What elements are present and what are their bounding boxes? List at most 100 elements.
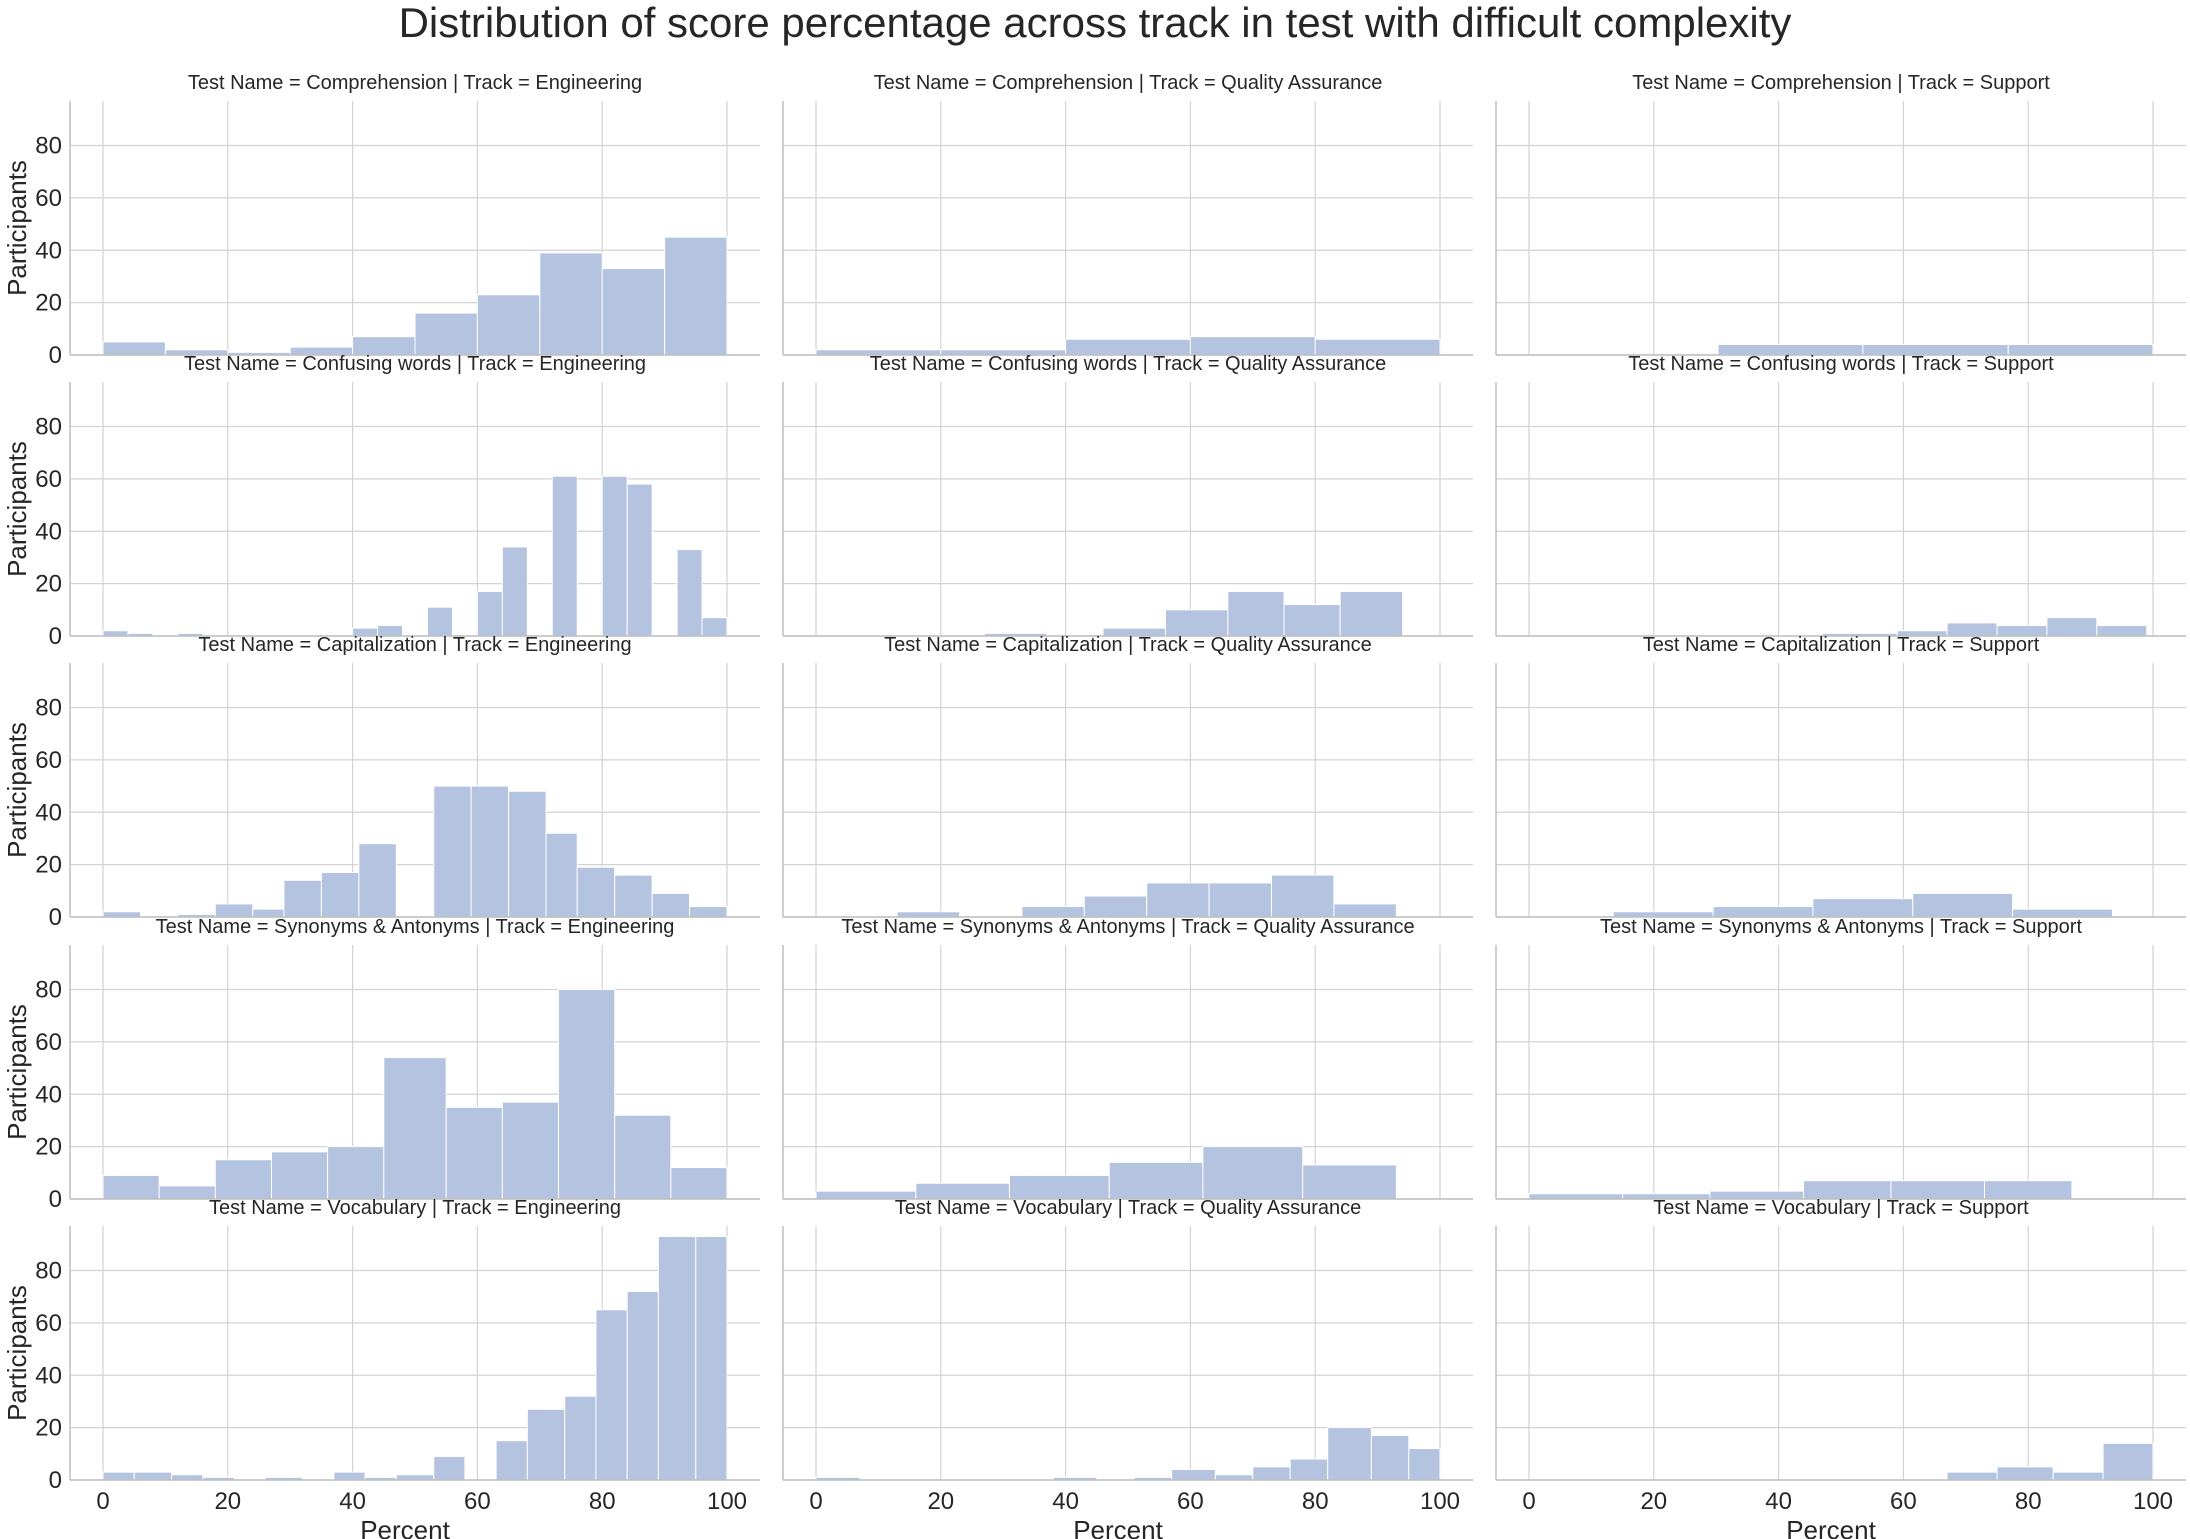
panel-title: Test Name = Vocabulary | Track = Enginee… xyxy=(209,1197,621,1219)
x-tick-label: 100 xyxy=(1420,1488,1460,1515)
histogram-bar xyxy=(1202,1146,1304,1200)
panel-title: Test Name = Comprehension | Track = Supp… xyxy=(1632,72,2050,94)
y-tick-label: 20 xyxy=(35,571,62,598)
histogram-bar xyxy=(1214,1474,1254,1481)
facet-panel: Test Name = Capitalization | Track = Sup… xyxy=(1495,634,2186,918)
histogram-bar xyxy=(545,832,578,918)
histogram-bar xyxy=(102,1174,160,1200)
histogram-bar xyxy=(270,1151,329,1200)
y-axis-label: Participants xyxy=(2,1004,32,1140)
y-tick-label: 0 xyxy=(49,1467,62,1494)
histogram-bar xyxy=(558,989,616,1200)
histogram-bar xyxy=(476,590,503,637)
y-tick-label: 80 xyxy=(35,1258,62,1285)
y-tick-label: 0 xyxy=(49,1186,62,1213)
y-tick-label: 20 xyxy=(35,1415,62,1442)
facet-panel: Test Name = Comprehension | Track = Engi… xyxy=(2,72,760,369)
chart-title: Distribution of score percentage across … xyxy=(398,0,1792,46)
facet-panel: Test Name = Synonyms & Antonyms | Track … xyxy=(1495,916,2186,1200)
histogram-bar xyxy=(320,871,360,918)
x-tick-label: 40 xyxy=(1052,1488,1079,1515)
panel-title: Test Name = Synonyms & Antonyms | Track … xyxy=(841,916,1414,938)
histogram-bar xyxy=(158,1185,216,1200)
y-tick-label: 40 xyxy=(35,799,62,826)
x-tick-label: 40 xyxy=(339,1488,366,1515)
y-tick-label: 0 xyxy=(49,342,62,369)
histogram-bar xyxy=(414,312,478,356)
histogram-bar xyxy=(614,874,653,918)
histogram-bar xyxy=(1812,898,1914,918)
histogram-bar xyxy=(551,475,578,637)
histogram-bar xyxy=(1171,1469,1216,1481)
y-tick-label: 0 xyxy=(49,623,62,650)
histogram-bar xyxy=(1912,892,2014,918)
histogram-bar xyxy=(433,785,472,918)
facet-panel: Test Name = Synonyms & Antonyms | Track … xyxy=(782,916,1473,1200)
histogram-bar xyxy=(283,879,322,918)
histogram-bar xyxy=(1302,1164,1397,1200)
y-axis-label: Participants xyxy=(2,160,32,296)
histogram-bar xyxy=(2102,1442,2154,1481)
x-tick-label: 100 xyxy=(707,1488,747,1515)
histogram-bar xyxy=(2046,617,2098,637)
histogram-bar xyxy=(476,294,541,356)
x-tick-label: 60 xyxy=(464,1488,491,1515)
histogram-bar xyxy=(689,906,728,918)
y-tick-label: 60 xyxy=(35,747,62,774)
x-tick-label: 0 xyxy=(1522,1488,1535,1515)
histogram-bar xyxy=(395,1474,435,1481)
y-tick-label: 40 xyxy=(35,237,62,264)
histogram-bar xyxy=(526,1408,566,1481)
y-axis-label: Participants xyxy=(2,441,32,577)
histogram-bar xyxy=(2096,625,2148,637)
y-tick-label: 60 xyxy=(35,1310,62,1337)
histogram-bar xyxy=(1227,590,1285,637)
panel-title: Test Name = Confusing words | Track = En… xyxy=(184,353,646,375)
y-tick-label: 80 xyxy=(35,977,62,1004)
y-tick-label: 20 xyxy=(35,290,62,317)
histogram-bar xyxy=(626,1290,659,1481)
x-tick-label: 20 xyxy=(214,1488,241,1515)
histogram-bar xyxy=(1146,882,1210,918)
x-axis-label: Percent xyxy=(360,1515,450,1539)
histogram-bar xyxy=(426,606,453,637)
panel-title: Test Name = Capitalization | Track = Eng… xyxy=(198,634,631,656)
y-tick-label: 80 xyxy=(35,414,62,441)
histogram-bar xyxy=(445,1106,503,1200)
histogram-bar xyxy=(333,1471,366,1481)
histogram-bar xyxy=(651,892,691,918)
facet-panel: Test Name = Vocabulary | Track = Quality… xyxy=(782,1197,1473,1539)
histogram-bar xyxy=(576,866,616,918)
panel-title: Test Name = Synonyms & Antonyms | Track … xyxy=(156,916,675,938)
histogram-bar xyxy=(102,630,129,637)
histogram-bar xyxy=(1008,1174,1110,1200)
x-tick-label: 60 xyxy=(1177,1488,1204,1515)
histogram-bar xyxy=(1946,1471,1998,1481)
x-axis-label: Percent xyxy=(1073,1515,1163,1539)
x-tick-label: 0 xyxy=(96,1488,109,1515)
y-tick-label: 0 xyxy=(49,904,62,931)
histogram-bar xyxy=(102,341,166,356)
facet-panel: Test Name = Comprehension | Track = Supp… xyxy=(1495,72,2186,356)
panel-title: Test Name = Vocabulary | Track = Support xyxy=(1653,1197,2029,1219)
y-tick-label: 80 xyxy=(35,133,62,160)
histogram-bar xyxy=(495,1440,528,1481)
y-tick-label: 60 xyxy=(35,185,62,212)
histogram-bar xyxy=(383,1057,447,1200)
histogram-bar xyxy=(595,1309,628,1481)
panel-title: Test Name = Comprehension | Track = Engi… xyxy=(188,72,642,94)
histogram-bar xyxy=(358,843,397,918)
y-tick-label: 40 xyxy=(35,1081,62,1108)
histogram-bar xyxy=(133,1471,173,1481)
histogram-bar xyxy=(670,1167,728,1200)
histogram-bar xyxy=(676,549,703,637)
histogram-bar xyxy=(539,252,603,356)
facet-panel: Test Name = Comprehension | Track = Qual… xyxy=(782,72,1473,356)
y-tick-label: 60 xyxy=(35,466,62,493)
histogram-bar xyxy=(601,475,628,637)
panel-title: Test Name = Vocabulary | Track = Quality… xyxy=(895,1197,1362,1219)
y-axis-label: Participants xyxy=(2,722,32,858)
histogram-bar xyxy=(1208,882,1273,918)
histogram-bar xyxy=(601,268,666,356)
